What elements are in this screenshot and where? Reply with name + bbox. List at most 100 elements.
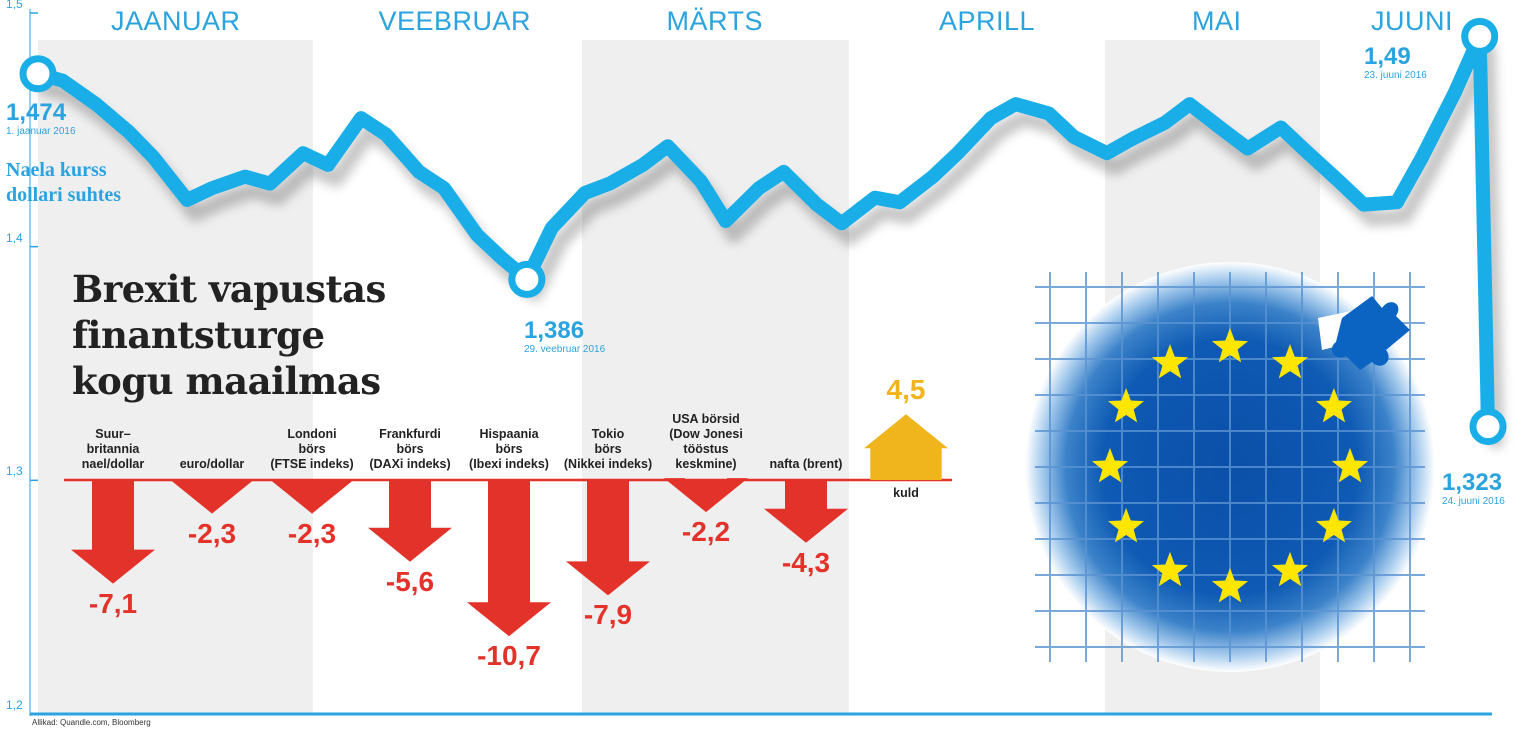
eu-star xyxy=(1151,344,1189,379)
y-axis-label-line: dollari suhtes xyxy=(6,184,122,206)
exchange-rate-series xyxy=(31,29,1495,434)
bar-category-label-line: tööstus xyxy=(683,442,729,456)
puzzle-grid xyxy=(1035,272,1425,662)
month-label: JUUNI xyxy=(1371,6,1453,36)
y-axis-label-line: Naela kurss xyxy=(6,159,107,181)
y-tick-label: 1,3 xyxy=(6,464,23,479)
bar-category-label: Londoni börs (FTSE indeks) xyxy=(257,427,367,472)
callout-end: 1,323 24. juuni 2016 xyxy=(1442,470,1505,508)
eu-star xyxy=(1211,568,1249,603)
bar-category-label-line: nafta (brent) xyxy=(769,457,843,471)
bar-category-label-line: Frankfurdi xyxy=(379,427,441,441)
title-line: finantsturge xyxy=(72,313,325,357)
bar-category-label: kuld xyxy=(851,486,961,501)
bar-category-label: Hispaania börs (Ibexi indeks) xyxy=(454,427,564,472)
month-label: JAANUAR xyxy=(111,6,241,36)
bar-category-label-line: (DAXi indeks) xyxy=(369,457,451,471)
eu-star xyxy=(1315,388,1352,423)
eu-star xyxy=(1331,448,1369,483)
callout-date: 24. juuni 2016 xyxy=(1442,496,1505,507)
bar-arrow xyxy=(764,480,848,543)
callout-value: 1,323 xyxy=(1442,469,1503,496)
bar-category-label-line: nael/dollar xyxy=(81,457,145,471)
y-tick-label: 1,5 xyxy=(6,0,23,11)
title-line: Brexit vapustas xyxy=(72,267,386,311)
bar-chart xyxy=(64,414,952,637)
bar-category-label-line: Londoni xyxy=(287,427,337,441)
callout-date: 23. juuni 2016 xyxy=(1364,70,1427,81)
callout-min: 1,386 29. veebruar 2016 xyxy=(524,318,605,356)
bar-value-label: -7,1 xyxy=(88,587,138,619)
bar-category-label-line: börs xyxy=(495,442,523,456)
bar-category-label-line: USA börsid xyxy=(672,412,740,426)
bar-value-label: -5,6 xyxy=(385,565,435,597)
bar-category-label-line: Tokio xyxy=(591,427,625,441)
y-tick-label: 1,2 xyxy=(6,698,23,712)
source-note: Allikad: Quandle.com, Bloomberg xyxy=(32,718,151,727)
bar-category-label-line: (Ibexi indeks) xyxy=(469,457,549,471)
eu-star xyxy=(1211,328,1249,363)
bar-category-label: nafta (brent) xyxy=(751,457,861,472)
line-marker xyxy=(508,260,546,298)
bar-value-label: -2,2 xyxy=(681,516,731,548)
month-label: MAI xyxy=(1192,6,1242,36)
bar-category-label-line: euro/dollar xyxy=(179,457,245,471)
line-marker xyxy=(1469,408,1507,446)
callout-date: 29. veebruar 2016 xyxy=(524,344,606,355)
bar-category-label-line: (Dow Jonesi xyxy=(669,427,743,441)
month-band xyxy=(582,40,849,714)
bar-category-label-line: börs xyxy=(594,442,622,456)
bar-category-label: Tokio börs (Nikkei indeks) xyxy=(553,427,663,472)
bar-arrow xyxy=(566,480,650,596)
bar-value-label: -2,3 xyxy=(187,517,237,549)
bar-category-label-line: britannia xyxy=(86,442,140,456)
eu-star xyxy=(1151,551,1189,587)
eu-star xyxy=(1091,448,1129,483)
eu-star xyxy=(1108,388,1145,423)
bar-category-label-line: Hispaania xyxy=(479,427,539,441)
axes xyxy=(29,9,1492,716)
bar-value-label: -4,3 xyxy=(781,546,831,578)
y-tick-label: 1,4 xyxy=(6,230,23,245)
bar-arrow xyxy=(467,480,551,637)
callout-value: 1,49 xyxy=(1364,43,1411,70)
bar-category-label: Frankfurdi börs (DAXi indeks) xyxy=(355,427,465,472)
bar-category-label-line: (Nikkei indeks) xyxy=(563,457,653,471)
bar-arrow xyxy=(864,414,948,480)
month-band xyxy=(38,40,313,714)
eu-star xyxy=(1315,508,1352,543)
eu-star xyxy=(1271,551,1309,587)
line-shadow xyxy=(38,42,1504,449)
floating-puzzle-piece xyxy=(1331,296,1410,370)
line-marker xyxy=(1461,17,1499,55)
bar-category-label: USA börsid (Dow Jonesi tööstus keskmine) xyxy=(651,412,761,472)
callout-date: 1. jaanuar 2016 xyxy=(6,126,76,137)
bar-category-label: euro/dollar xyxy=(157,457,267,472)
exchange-rate-line xyxy=(19,17,1507,449)
y-axis-label: Naela kurss dollari suhtes xyxy=(6,158,121,208)
bar-value-label: -10,7 xyxy=(477,640,541,672)
bar-category-label-line: börs xyxy=(298,442,326,456)
bar-arrow xyxy=(664,478,748,513)
bar-value-label: 4,5 xyxy=(886,374,926,406)
month-label: MÄRTS xyxy=(666,6,764,36)
bar-category-label-line: Suur– xyxy=(95,427,131,441)
bar-category-label-line: (FTSE indeks) xyxy=(270,457,354,471)
line-marker xyxy=(19,55,57,93)
eu-puzzle-illustration xyxy=(1025,262,1435,672)
callout-value: 1,386 xyxy=(524,317,585,344)
bar-category-label: Suur– britannia nael/dollar xyxy=(58,427,168,472)
bar-value-label: -7,9 xyxy=(583,599,633,631)
eu-star xyxy=(1271,344,1309,379)
bar-arrow xyxy=(270,479,354,514)
callout-value: 1,474 xyxy=(6,99,67,126)
title-line: kogu maailmas xyxy=(72,359,381,403)
bar-category-label-line: keskmine) xyxy=(675,457,737,471)
callout-max: 1,49 23. juuni 2016 xyxy=(1364,44,1427,82)
bar-category-label-line: börs xyxy=(396,442,424,456)
chart-title: Brexit vapustas finantsturge kogu maailm… xyxy=(72,266,386,404)
callout-start: 1,474 1. jaanuar 2016 xyxy=(6,100,76,138)
bar-arrow xyxy=(71,480,155,584)
bar-arrow xyxy=(368,480,452,562)
